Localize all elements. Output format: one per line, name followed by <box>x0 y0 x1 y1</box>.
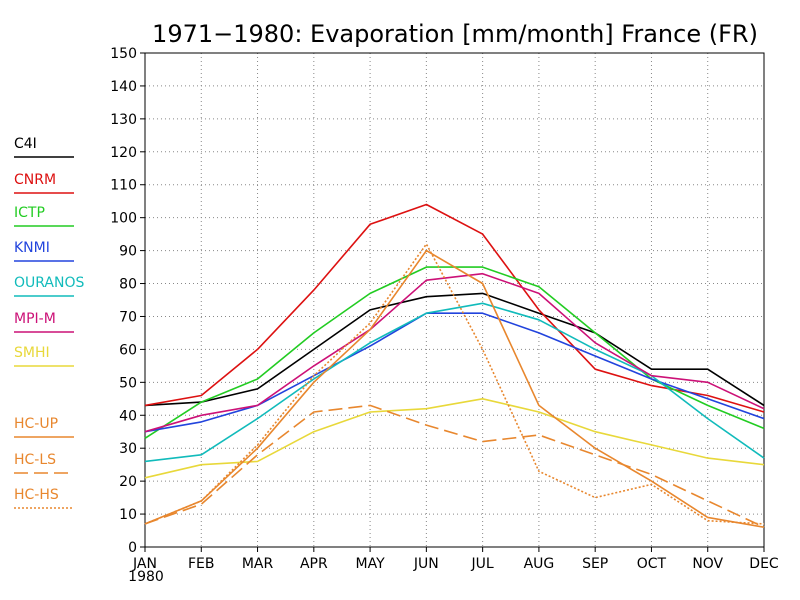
legend: C4I CNRM ICTP KNMI OURANOS MPI-M SMHI HC-UP HC-L… <box>14 136 84 509</box>
y-tick-label: 140 <box>110 79 137 95</box>
legend-item-c4i: C4I <box>14 136 74 158</box>
y-tick-label: 40 <box>119 408 137 424</box>
legend-label: HC-HS <box>14 487 59 503</box>
x-axis-year-label: 1980 <box>128 569 164 585</box>
series-line-mpi-m <box>144 272 765 433</box>
x-tick-label: AUG <box>524 556 555 572</box>
legend-label: OURANOS <box>14 275 84 291</box>
legend-label: MPI-M <box>14 311 56 327</box>
series-line-knmi <box>144 312 765 433</box>
legend-label: HC-LS <box>14 452 56 468</box>
legend-item-ouranos: OURANOS <box>14 275 84 297</box>
y-tick-label: 70 <box>119 309 137 325</box>
legend-label: ICTP <box>14 205 45 221</box>
chart-title: 1971−1980: Evaporation [mm/month] France… <box>152 20 758 48</box>
y-tick-label: 50 <box>119 375 137 391</box>
y-tick-label: 100 <box>110 211 137 227</box>
y-tick-label: 10 <box>119 507 137 523</box>
x-tick-label: APR <box>300 556 328 572</box>
series-line-cnrm <box>144 203 765 413</box>
y-tick-label: 0 <box>128 540 137 556</box>
y-tick-label: 30 <box>119 441 137 457</box>
series-line-ouranos <box>144 302 765 463</box>
legend-item-smhi: SMHI <box>14 345 74 367</box>
series-line-smhi <box>144 397 765 479</box>
y-tick-label: 80 <box>119 277 137 293</box>
x-tick-label: FEB <box>188 556 215 572</box>
x-tick-label: DEC <box>749 556 779 572</box>
legend-item-ictp: ICTP <box>14 205 74 227</box>
series-line-hc-ls <box>144 404 765 528</box>
y-axis-ticks: 0 10 20 30 40 50 60 70 80 90 100 110 120 130 140 150 <box>110 46 145 556</box>
series-line-hc-up <box>144 249 765 528</box>
y-tick-label: 110 <box>110 178 137 194</box>
legend-item-hc-hs: HC-HS <box>14 487 74 509</box>
legend-label: HC-UP <box>14 416 58 432</box>
series-line-ictp <box>144 266 765 439</box>
series-line-hc-hs <box>144 243 765 525</box>
x-tick-label: NOV <box>692 556 723 572</box>
x-axis-ticks: JAN FEB MAR APR MAY JUN JUL AUG SEP OCT NOV DEC <box>132 547 779 572</box>
x-tick-label: JUN <box>413 556 439 572</box>
y-tick-label: 120 <box>110 145 137 161</box>
x-tick-label: JAN <box>132 556 157 572</box>
plot-frame <box>144 52 765 548</box>
series-lines <box>144 203 765 528</box>
legend-item-mpi-m: MPI-M <box>14 311 74 333</box>
y-tick-label: 20 <box>119 474 137 490</box>
y-tick-label: 130 <box>110 112 137 128</box>
x-tick-label: OCT <box>637 556 667 572</box>
legend-label: C4I <box>14 136 37 152</box>
y-tick-label: 90 <box>119 244 137 260</box>
legend-label: CNRM <box>14 172 56 188</box>
y-tick-label: 60 <box>119 342 137 358</box>
legend-item-cnrm: CNRM <box>14 172 74 194</box>
y-tick-label: 150 <box>110 46 137 62</box>
legend-item-hc-ls: HC-LS <box>14 452 74 474</box>
legend-label: SMHI <box>14 345 50 361</box>
legend-label: KNMI <box>14 240 50 256</box>
x-tick-label: SEP <box>582 556 608 572</box>
x-tick-label: MAY <box>356 556 386 572</box>
x-tick-label: MAR <box>242 556 274 572</box>
legend-item-knmi: KNMI <box>14 240 74 262</box>
x-tick-label: JUL <box>471 556 494 572</box>
legend-item-hc-up: HC-UP <box>14 416 74 438</box>
